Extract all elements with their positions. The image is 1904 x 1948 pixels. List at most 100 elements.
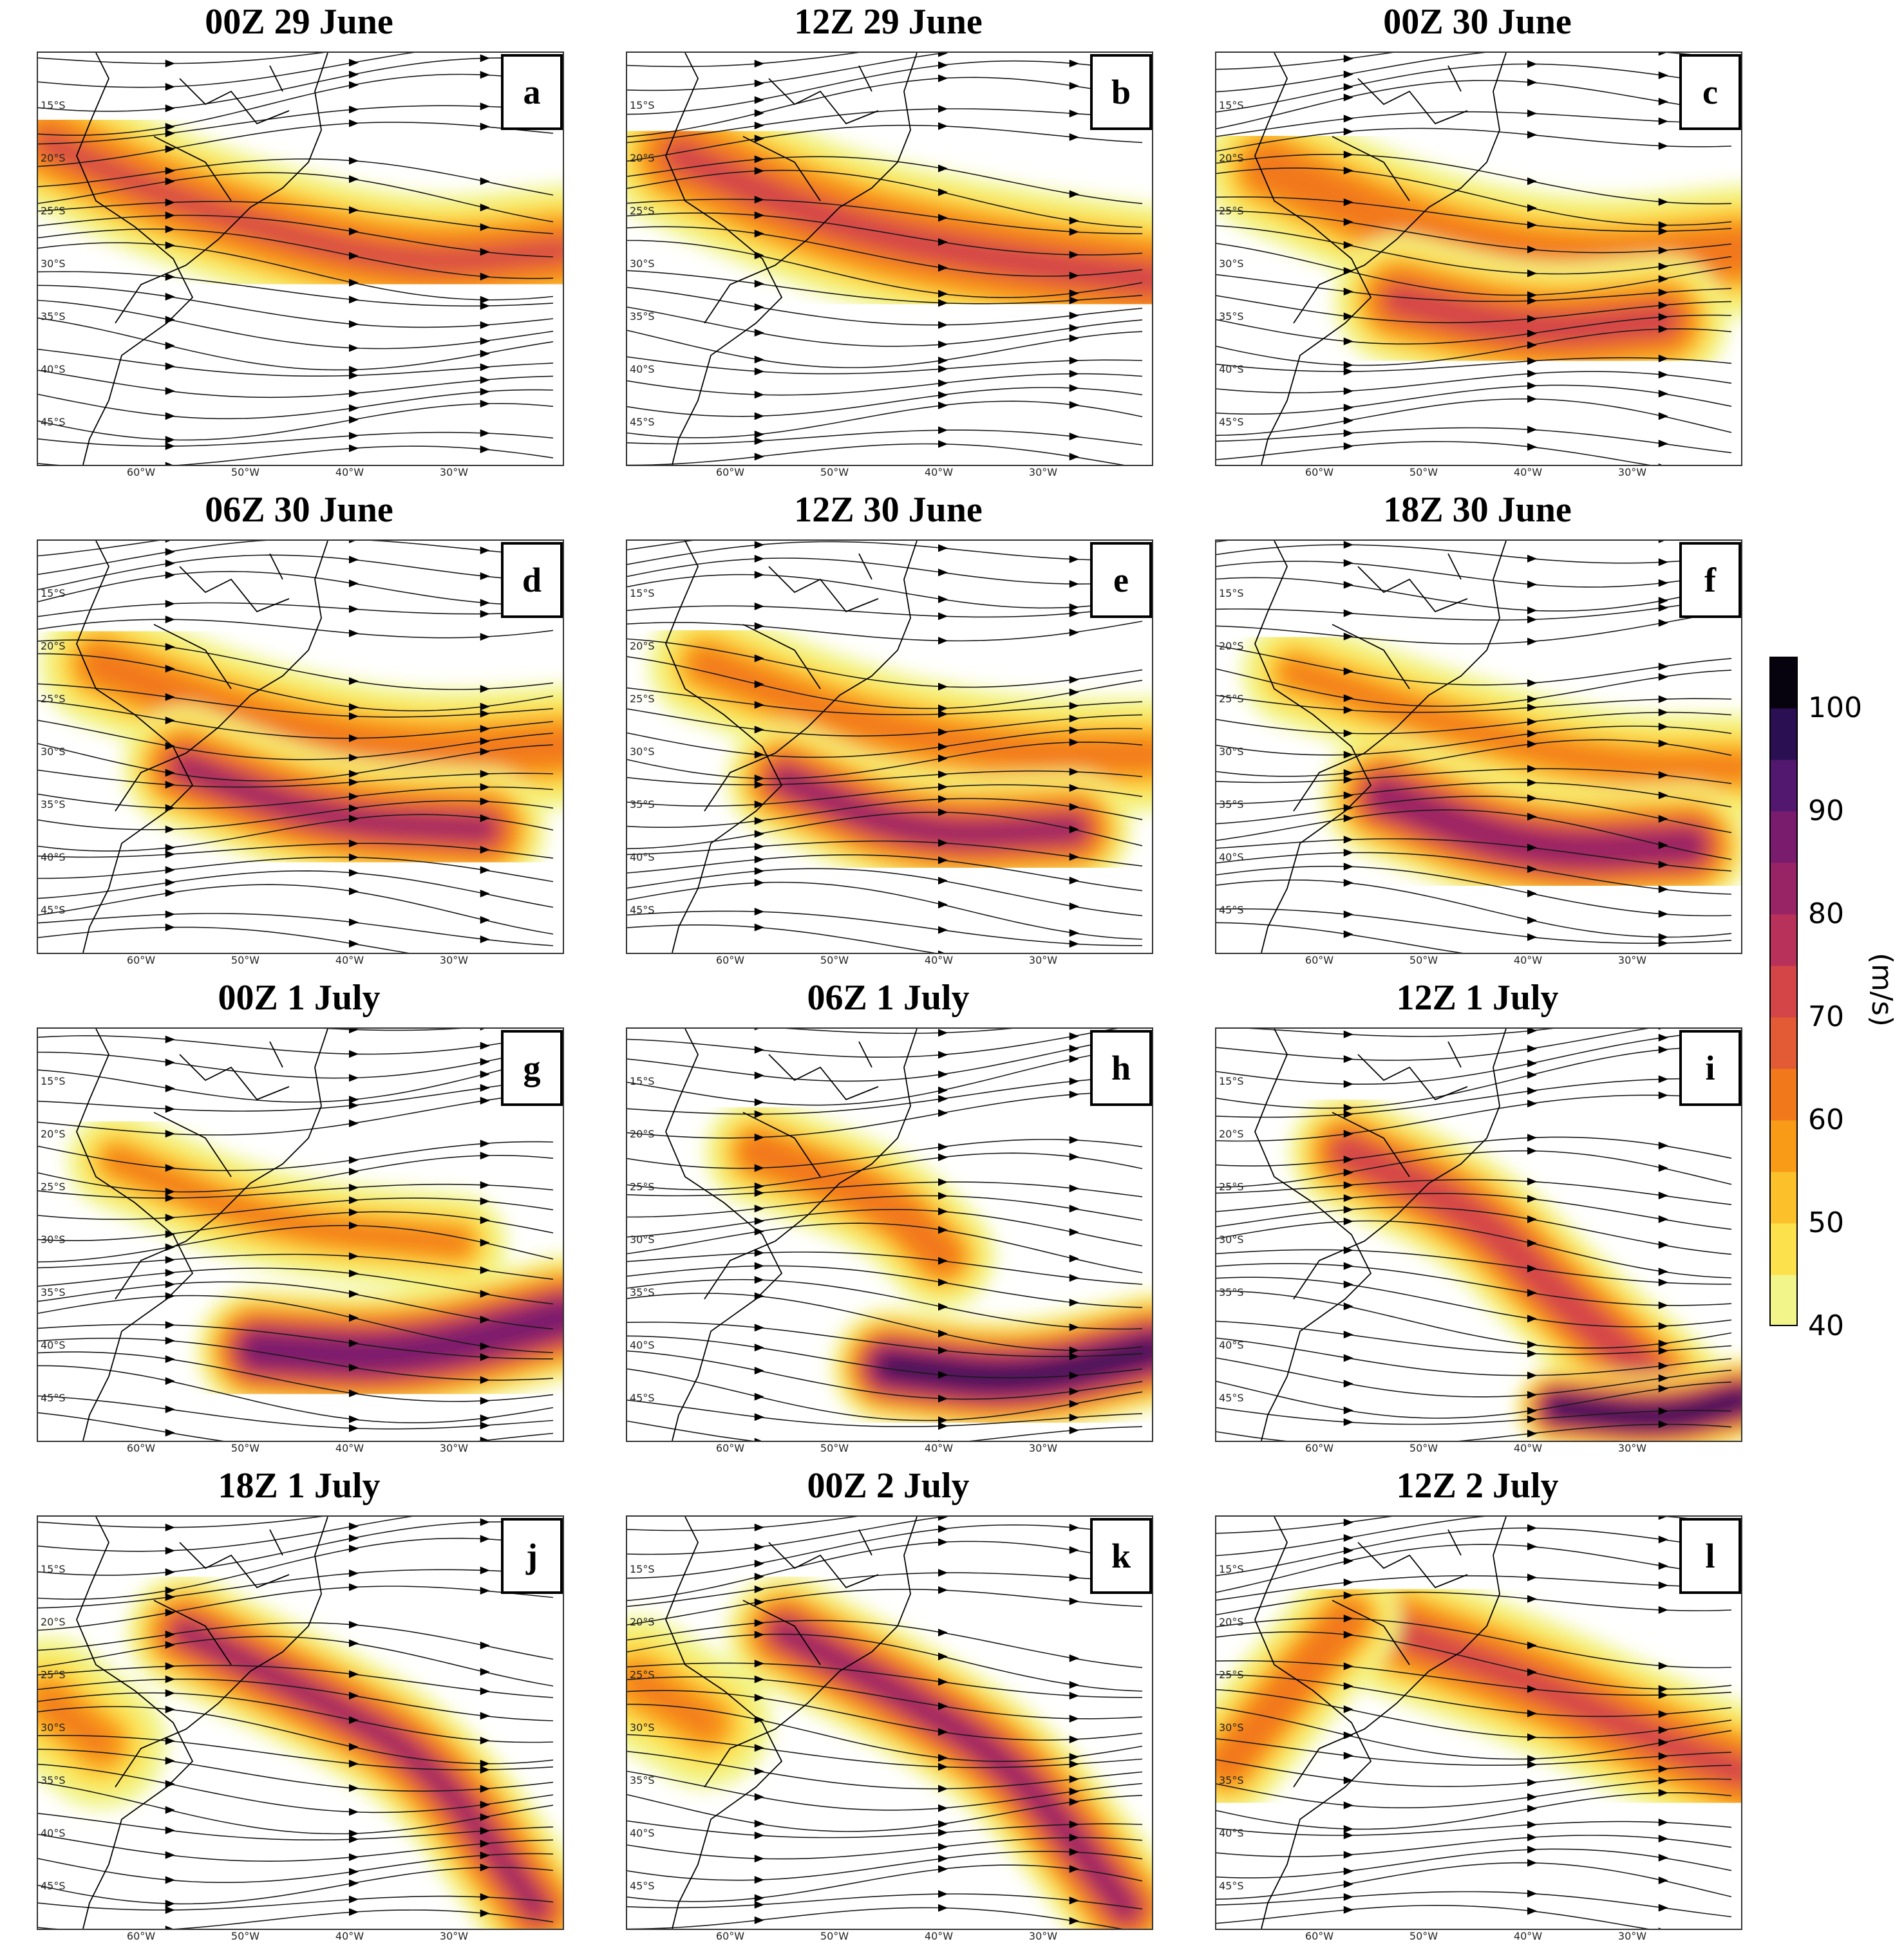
streamline (1216, 1029, 1649, 1061)
streamline (1216, 922, 1464, 953)
streamline (38, 57, 554, 112)
streamline (38, 431, 554, 447)
arrowhead (1658, 313, 1668, 321)
streamline (627, 1047, 1143, 1106)
colorbar-tick-label: 100 (1808, 691, 1862, 724)
arrowhead (1069, 853, 1079, 861)
wind-speed-map (38, 53, 563, 465)
arrowhead (1343, 1080, 1353, 1088)
x-tick-label: 60°W (126, 466, 156, 478)
arrowhead (1527, 426, 1537, 434)
panel-title: 12Z 30 June (794, 490, 983, 530)
x-tick-label: 30°W (1617, 466, 1647, 478)
streamline (627, 1195, 1143, 1221)
streamline (627, 1139, 1143, 1169)
arrowhead (349, 416, 359, 424)
streamline (627, 1321, 1143, 1358)
arrowhead (165, 362, 175, 370)
y-tick-label: 35°S (1219, 1774, 1244, 1786)
arrowhead (1069, 1153, 1079, 1161)
arrowhead (480, 1566, 490, 1575)
arrowhead (349, 1853, 359, 1861)
panel-f: 18Z 30 June f 15°S 20°S 25°S 30°S 35°S 40°S 45°S… (1215, 489, 1742, 972)
map-j: j 15°S 20°S 25°S 30°S 35°S 40°S 45°S (37, 1515, 564, 1930)
panel-letter: d (501, 542, 563, 618)
arrowhead (1069, 1787, 1079, 1795)
arrowhead (1527, 1833, 1537, 1842)
arrowhead (480, 1687, 490, 1696)
streamline (627, 1837, 1143, 1860)
streamline (38, 317, 554, 371)
colorbar: 40 50 60 70 80 90 100 (m/s) (1769, 657, 1898, 1342)
arrowhead (1069, 1077, 1079, 1085)
arrowhead (1658, 412, 1668, 420)
arrowhead (1658, 1777, 1668, 1785)
arrowhead (1527, 1264, 1537, 1273)
streamline (38, 158, 554, 196)
arrowhead (938, 391, 948, 399)
arrowhead (1527, 245, 1537, 254)
streamline (1216, 1617, 1732, 1669)
arrowhead (1658, 1788, 1668, 1797)
arrowhead (938, 188, 948, 196)
streamline (627, 53, 860, 68)
arrowhead (480, 599, 490, 607)
arrowhead (1069, 1044, 1079, 1053)
arrowhead (165, 769, 175, 777)
colorbar-bin (1769, 1017, 1798, 1069)
coastlines-and-borders (1254, 1517, 1507, 1929)
arrowhead (938, 1763, 948, 1771)
arrowhead (480, 1197, 490, 1205)
colorbar-bin (1769, 760, 1798, 812)
arrowhead (165, 1806, 175, 1814)
arrowhead (165, 104, 175, 113)
streamline (627, 574, 1143, 609)
streamline (627, 770, 1143, 785)
arrowhead (938, 1086, 948, 1094)
streamline (38, 743, 554, 782)
streamlines (38, 1029, 554, 1441)
arrowhead (1343, 93, 1353, 102)
arrowhead (480, 223, 490, 231)
arrowhead (1343, 287, 1353, 295)
arrowhead (1343, 151, 1353, 159)
streamline (627, 605, 1143, 618)
arrowhead (1527, 1071, 1537, 1079)
coastlines-and-borders (665, 1517, 918, 1929)
arrowhead (938, 876, 948, 885)
colorbar-bin (1769, 708, 1798, 760)
arrowhead (754, 1793, 764, 1801)
y-tick-label: 20°S (1219, 1128, 1244, 1140)
arrowhead (1343, 751, 1353, 759)
arrowhead (165, 1130, 175, 1138)
arrowhead (754, 680, 764, 689)
arrowhead (754, 1694, 764, 1702)
arrowhead (938, 926, 948, 934)
streamline (627, 1734, 1143, 1768)
arrowhead (1069, 1426, 1079, 1434)
arrowhead (938, 214, 948, 222)
arrowhead (1527, 1429, 1537, 1438)
arrowhead (480, 1152, 490, 1160)
streamline (1216, 1193, 1732, 1230)
arrowhead (349, 1363, 359, 1372)
arrowhead (480, 1042, 490, 1050)
arrowhead (165, 559, 175, 568)
streamline (38, 1833, 554, 1862)
arrowhead (1343, 1518, 1353, 1526)
arrowhead (165, 615, 175, 624)
arrowhead (1343, 1801, 1353, 1810)
streamline (627, 541, 693, 550)
arrowhead (1527, 704, 1537, 712)
arrowhead (1343, 836, 1353, 844)
streamline (38, 1853, 554, 1883)
arrowhead (165, 1641, 175, 1649)
arrowhead (938, 754, 948, 763)
x-tick-label: 30°W (1028, 1442, 1058, 1454)
jet-1-isotach-64 (38, 1692, 111, 1754)
arrowhead (349, 1522, 359, 1531)
map-c: c 15°S 20°S 25°S 30°S 35°S 40°S 45°S (1215, 52, 1742, 466)
coastlines-and-borders (76, 1029, 328, 1441)
streamline (1216, 1904, 1649, 1929)
streamline (627, 212, 1143, 256)
